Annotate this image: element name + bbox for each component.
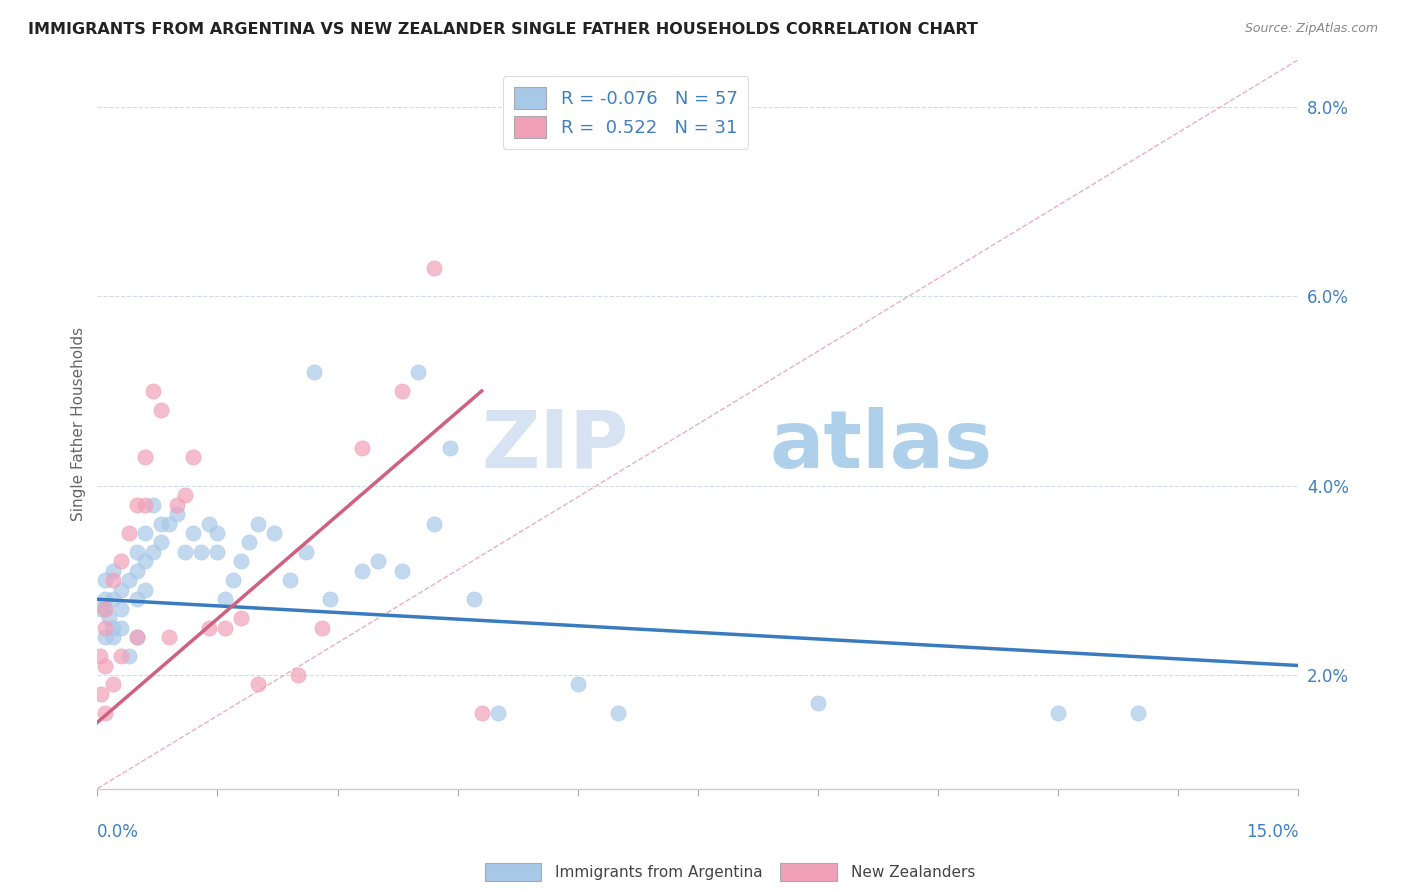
Point (439, 441, 461, 455)
Point (318, 592, 340, 607)
Point (94, 621, 117, 635)
Point (142, 384, 165, 398)
Point (294, 545, 316, 559)
Point (166, 498, 188, 512)
Text: 0.0%: 0.0% (97, 823, 139, 841)
Point (103, 677, 125, 691)
Point (190, 545, 212, 559)
Y-axis label: Single Father Households: Single Father Households (72, 327, 86, 521)
Point (174, 488, 197, 502)
Point (118, 526, 141, 541)
Point (94, 706, 117, 720)
Point (127, 592, 149, 607)
Point (207, 545, 229, 559)
Point (150, 516, 173, 531)
Point (118, 648, 141, 663)
Point (90, 687, 112, 701)
Point (302, 365, 325, 379)
Point (214, 621, 236, 635)
Point (606, 706, 628, 720)
Text: ZIP: ZIP (482, 407, 628, 485)
Point (103, 592, 125, 607)
Point (422, 260, 444, 275)
Point (134, 498, 156, 512)
Point (127, 630, 149, 644)
Point (134, 450, 156, 465)
Point (406, 365, 429, 379)
Point (231, 554, 253, 568)
Point (311, 621, 333, 635)
Point (150, 535, 173, 549)
Point (567, 677, 589, 691)
Point (807, 697, 830, 711)
Point (238, 535, 260, 549)
Text: 15.0%: 15.0% (1246, 823, 1299, 841)
Point (367, 554, 389, 568)
Point (134, 526, 156, 541)
Point (127, 564, 149, 578)
Point (263, 526, 285, 541)
Point (198, 621, 221, 635)
Point (103, 621, 125, 635)
Point (471, 706, 494, 720)
Point (134, 582, 156, 597)
Text: Source: ZipAtlas.com: Source: ZipAtlas.com (1244, 22, 1378, 36)
Point (231, 611, 253, 625)
Point (174, 545, 197, 559)
Point (278, 574, 301, 588)
Point (90, 601, 112, 615)
Point (94, 601, 117, 615)
Point (110, 554, 132, 568)
Point (98, 611, 121, 625)
Point (486, 706, 509, 720)
Point (350, 564, 373, 578)
Point (287, 668, 309, 682)
Legend: R = -0.076   N = 57, R =  0.522   N = 31: R = -0.076 N = 57, R = 0.522 N = 31 (503, 76, 748, 149)
Point (89, 648, 111, 663)
Text: New Zealanders: New Zealanders (851, 865, 974, 880)
Point (422, 516, 444, 531)
Point (391, 384, 413, 398)
Point (94, 601, 117, 615)
Point (222, 574, 245, 588)
Point (110, 621, 132, 635)
Point (103, 564, 125, 578)
Point (94, 574, 117, 588)
Point (214, 592, 236, 607)
Point (1047, 706, 1070, 720)
Point (94, 658, 117, 673)
Point (246, 677, 269, 691)
Point (103, 630, 125, 644)
Point (110, 582, 132, 597)
Point (127, 630, 149, 644)
Point (463, 592, 485, 607)
Point (110, 648, 132, 663)
Point (198, 516, 221, 531)
Point (1128, 706, 1150, 720)
Text: atlas: atlas (770, 407, 993, 485)
Point (207, 526, 229, 541)
Point (127, 545, 149, 559)
Point (391, 564, 413, 578)
Point (246, 516, 269, 531)
Point (110, 601, 132, 615)
Point (150, 403, 173, 417)
Point (350, 441, 373, 455)
Point (134, 554, 156, 568)
Point (103, 574, 125, 588)
Point (157, 516, 180, 531)
Text: IMMIGRANTS FROM ARGENTINA VS NEW ZEALANDER SINGLE FATHER HOUSEHOLDS CORRELATION : IMMIGRANTS FROM ARGENTINA VS NEW ZEALAND… (28, 22, 979, 37)
Text: Immigrants from Argentina: Immigrants from Argentina (555, 865, 763, 880)
Point (183, 526, 205, 541)
Point (127, 498, 149, 512)
Point (118, 574, 141, 588)
Point (157, 630, 180, 644)
Point (94, 592, 117, 607)
Point (94, 630, 117, 644)
Point (166, 507, 188, 521)
Point (142, 498, 165, 512)
Point (142, 545, 165, 559)
Point (183, 450, 205, 465)
